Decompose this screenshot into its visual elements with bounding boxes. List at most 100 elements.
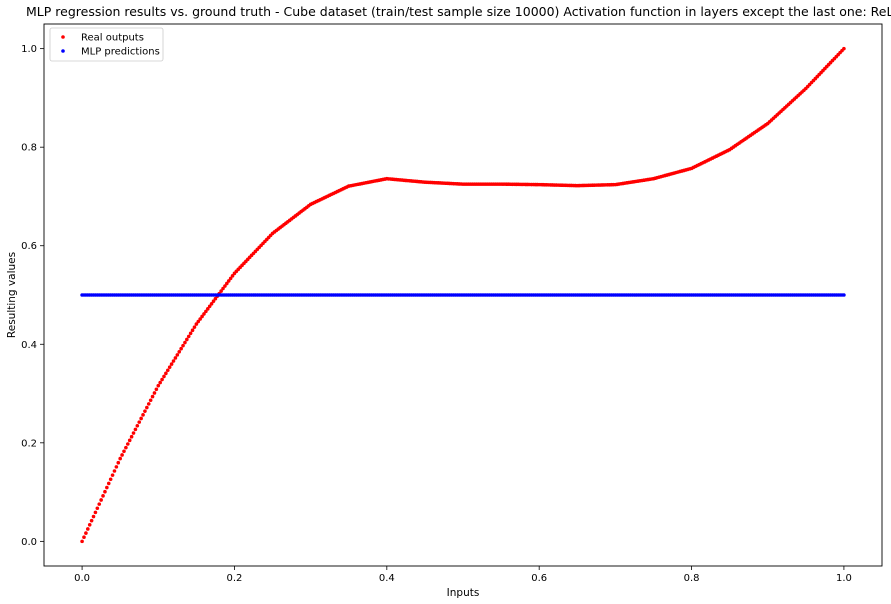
- data-point: [146, 402, 151, 406]
- data-point: [228, 276, 233, 281]
- y-tick-label: 0.8: [21, 143, 37, 154]
- data-point: [842, 293, 846, 297]
- legend-marker-mlp-predictions: [61, 49, 65, 53]
- data-point: [156, 383, 161, 388]
- data-point: [185, 337, 189, 342]
- data-point: [148, 398, 153, 403]
- data-point: [84, 531, 88, 535]
- chart-title: MLP regression results vs. ground truth …: [26, 4, 891, 19]
- x-tick-label: 1.0: [836, 573, 852, 584]
- series-real-outputs: [80, 46, 846, 544]
- y-axis-ticks: 0.0 0.2 0.4 0.6 0.8 1.0: [21, 44, 44, 548]
- data-point: [181, 343, 185, 348]
- data-point: [842, 46, 846, 51]
- data-point: [124, 445, 128, 450]
- data-point: [164, 371, 168, 376]
- data-point: [112, 469, 117, 473]
- data-point: [145, 405, 149, 410]
- x-axis-ticks: 0.0 0.2 0.4 0.6 0.8 1.0: [74, 566, 852, 584]
- data-point: [139, 416, 143, 421]
- data-point: [169, 362, 174, 366]
- data-point: [202, 312, 206, 316]
- data-point: [82, 535, 86, 540]
- data-point: [230, 274, 235, 278]
- data-point: [160, 377, 164, 382]
- data-point: [221, 286, 225, 291]
- data-point: [192, 325, 197, 329]
- data-point: [127, 438, 132, 443]
- data-point: [122, 449, 126, 454]
- data-point: [198, 317, 202, 321]
- data-point: [86, 527, 90, 531]
- data-point: [152, 391, 157, 395]
- legend-label-real-outputs: Real outputs: [81, 33, 144, 44]
- data-point: [209, 301, 214, 306]
- y-tick-label: 0.2: [21, 438, 37, 449]
- data-point: [186, 334, 191, 339]
- data-point: [97, 502, 102, 506]
- data-point: [103, 489, 107, 494]
- plot-area: 0.0 0.2 0.4 0.6 0.8 1.0 0.0 0.2 0.4 0.6 0.8 1.0: [21, 23, 883, 584]
- data-point: [183, 340, 187, 345]
- data-point: [87, 523, 92, 527]
- y-tick-label: 1.0: [21, 44, 37, 55]
- data-point: [101, 494, 105, 498]
- data-point: [114, 465, 119, 469]
- data-point: [116, 460, 121, 465]
- data-point: [150, 394, 155, 399]
- data-point: [131, 431, 136, 435]
- data-point: [141, 413, 145, 417]
- data-point: [89, 518, 94, 523]
- data-point: [167, 365, 172, 369]
- y-tick-label: 0.4: [21, 340, 37, 351]
- data-point: [188, 331, 193, 336]
- data-point: [93, 510, 98, 515]
- data-point: [205, 307, 210, 311]
- data-point: [213, 296, 218, 301]
- data-point: [196, 319, 201, 324]
- data-point: [118, 456, 122, 461]
- data-point: [135, 423, 140, 428]
- x-tick-label: 0.4: [379, 573, 395, 584]
- data-point: [133, 427, 138, 432]
- data-point: [129, 434, 134, 439]
- legend-marker-real-outputs: [61, 35, 65, 39]
- data-point: [207, 304, 212, 309]
- data-point: [91, 514, 96, 519]
- data-point: [165, 368, 170, 373]
- legend-box: [49, 27, 164, 62]
- data-point: [108, 477, 113, 482]
- data-point: [219, 289, 223, 293]
- data-point: [190, 328, 195, 333]
- x-tick-label: 0.8: [684, 573, 700, 584]
- x-tick-label: 0.6: [531, 573, 547, 584]
- data-point: [120, 453, 124, 457]
- x-axis-label: Inputs: [447, 587, 480, 599]
- data-point: [173, 356, 178, 360]
- data-point: [162, 374, 166, 379]
- data-point: [175, 353, 180, 357]
- data-point: [154, 387, 159, 392]
- data-point: [223, 284, 227, 288]
- x-tick-label: 0.0: [74, 573, 90, 584]
- axes-frame: [43, 23, 883, 567]
- data-point: [177, 349, 182, 354]
- data-point: [106, 481, 111, 486]
- x-tick-label: 0.2: [227, 573, 243, 584]
- data-point: [137, 420, 142, 424]
- data-point: [179, 346, 183, 351]
- data-point: [211, 299, 216, 304]
- data-point: [95, 506, 100, 511]
- legend-label-mlp-predictions: MLP predictions: [81, 47, 160, 58]
- data-point: [194, 322, 199, 326]
- data-point: [200, 314, 204, 319]
- data-point: [143, 409, 147, 413]
- data-point: [158, 380, 162, 385]
- data-point: [99, 498, 103, 502]
- data-point: [171, 359, 176, 363]
- data-point: [80, 539, 84, 544]
- data-point: [225, 281, 229, 286]
- series-layer: [80, 46, 846, 544]
